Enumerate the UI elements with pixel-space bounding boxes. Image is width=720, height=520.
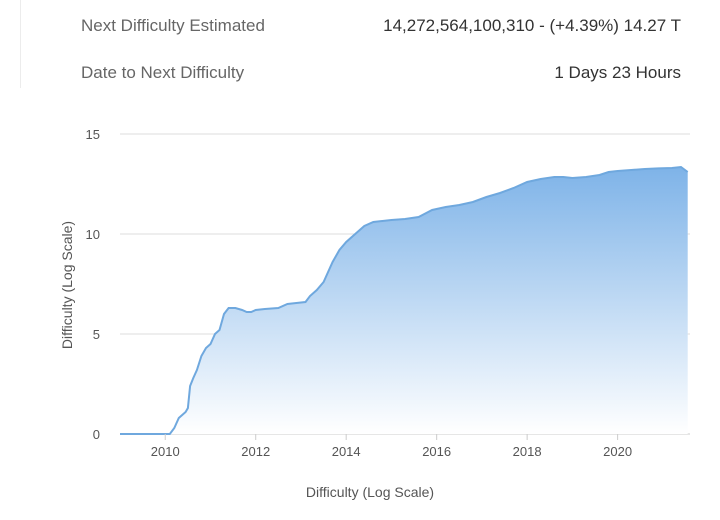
x-tick-label: 2020 bbox=[603, 444, 632, 459]
difficulty-stats-panel: Next Difficulty Estimated 14,272,564,100… bbox=[20, 0, 701, 88]
y-tick-label: 15 bbox=[86, 127, 100, 142]
y-tick-label: 10 bbox=[86, 227, 100, 242]
x-tick-label: 2016 bbox=[422, 444, 451, 459]
next-difficulty-date-value: 1 Days 23 Hours bbox=[554, 63, 681, 82]
y-tick-label: 0 bbox=[93, 427, 100, 442]
x-tick-label: 2012 bbox=[241, 444, 270, 459]
x-tick-label: 2010 bbox=[151, 444, 180, 459]
next-difficulty-row: Next Difficulty Estimated 14,272,564,100… bbox=[81, 16, 681, 40]
axis-tick-labels: 0 5 10 15 2010 2012 2014 2016 2018 2020 bbox=[86, 127, 633, 459]
x-tick-label: 2018 bbox=[513, 444, 542, 459]
x-tick-label: 2014 bbox=[332, 444, 361, 459]
next-difficulty-date-row: Date to Next Difficulty 1 Days 23 Hours bbox=[81, 63, 681, 87]
next-difficulty-date-label: Date to Next Difficulty bbox=[81, 63, 245, 82]
next-difficulty-label: Next Difficulty Estimated bbox=[81, 16, 265, 35]
y-axis-label: Difficulty (Log Scale) bbox=[59, 221, 75, 349]
series-line bbox=[120, 165, 689, 435]
next-difficulty-value: 14,272,564,100,310 - (+4.39%) 14.27 T bbox=[383, 16, 681, 35]
series-area bbox=[120, 167, 688, 434]
x-axis-label: Difficulty (Log Scale) bbox=[306, 484, 434, 500]
y-tick-label: 5 bbox=[93, 327, 100, 342]
